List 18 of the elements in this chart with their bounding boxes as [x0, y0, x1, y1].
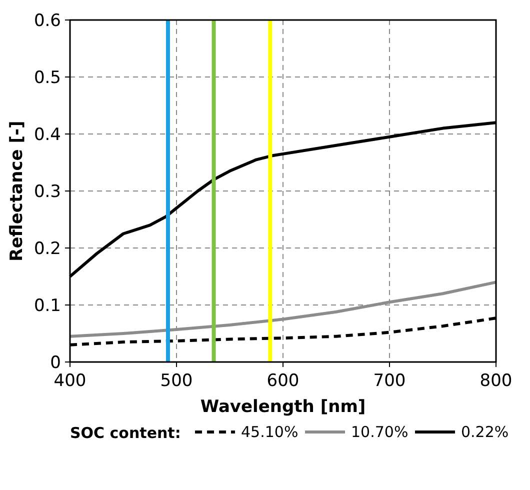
x-tick-label: 600: [266, 371, 300, 391]
y-axis-title: Reflectance [-]: [7, 120, 27, 262]
legend-title: SOC content:: [70, 424, 181, 442]
legend-label: 45.10%: [241, 423, 298, 441]
y-tick-label: 0: [50, 352, 61, 373]
y-tick-label: 0.2: [34, 238, 61, 259]
x-axis-title: Wavelength [nm]: [200, 397, 366, 417]
y-tick-label: 0.4: [34, 124, 61, 145]
legend-label: 10.70%: [351, 423, 408, 441]
x-tick-label: 400: [54, 371, 86, 391]
x-tick-label: 500: [160, 371, 193, 391]
y-tick-label: 0.5: [34, 68, 61, 88]
y-tick-label: 0.1: [34, 296, 61, 316]
y-tick-label: 0.3: [34, 182, 61, 202]
x-tick-label: 800: [480, 371, 512, 391]
y-tick-label: 0.6: [34, 10, 61, 31]
legend-label: 0.22%: [461, 423, 509, 441]
x-tick-label: 700: [373, 371, 406, 391]
